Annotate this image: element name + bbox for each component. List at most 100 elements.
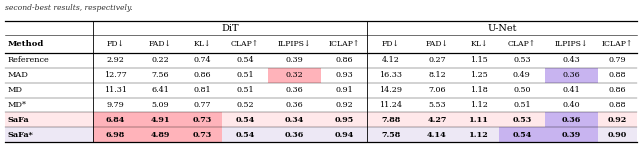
Text: ICLAP↑: ICLAP↑	[328, 40, 360, 48]
Text: 0.34: 0.34	[285, 116, 304, 124]
Text: 0.52: 0.52	[236, 101, 253, 109]
Text: 12.77: 12.77	[104, 71, 127, 79]
Bar	[183, 112, 222, 127]
Bar	[5, 127, 637, 142]
Text: 0.36: 0.36	[563, 71, 580, 79]
Text: Method: Method	[8, 40, 44, 48]
Text: 0.86: 0.86	[335, 56, 353, 64]
Text: 6.41: 6.41	[151, 86, 169, 94]
Text: 0.32: 0.32	[285, 71, 303, 79]
Text: 4.89: 4.89	[150, 131, 170, 139]
Text: 16.33: 16.33	[380, 71, 402, 79]
Text: 0.81: 0.81	[193, 86, 211, 94]
Text: 1.11: 1.11	[469, 116, 489, 124]
Text: MD*: MD*	[8, 101, 27, 109]
Text: 0.53: 0.53	[512, 116, 531, 124]
Text: 1.12: 1.12	[469, 131, 489, 139]
Text: DiT: DiT	[221, 24, 239, 33]
Text: 0.54: 0.54	[236, 131, 255, 139]
Text: 1.25: 1.25	[470, 71, 488, 79]
Text: 0.43: 0.43	[563, 56, 580, 64]
Text: 7.06: 7.06	[428, 86, 446, 94]
Text: 0.54: 0.54	[512, 131, 532, 139]
Text: 0.92: 0.92	[608, 116, 627, 124]
Text: Reference: Reference	[8, 56, 49, 64]
Text: 14.29: 14.29	[380, 86, 402, 94]
Text: 0.51: 0.51	[513, 101, 531, 109]
Text: CLAP↑: CLAP↑	[231, 40, 259, 48]
Text: 6.98: 6.98	[106, 131, 125, 139]
Bar	[93, 127, 138, 142]
Text: 0.54: 0.54	[236, 116, 255, 124]
Text: 7.56: 7.56	[151, 71, 169, 79]
Text: 0.93: 0.93	[335, 71, 353, 79]
Text: 4.91: 4.91	[150, 116, 170, 124]
Text: 0.86: 0.86	[609, 86, 626, 94]
Text: 0.74: 0.74	[193, 56, 211, 64]
Text: 0.22: 0.22	[151, 56, 169, 64]
Bar	[93, 112, 138, 127]
Text: 7.88: 7.88	[381, 116, 401, 124]
Text: 0.50: 0.50	[513, 86, 531, 94]
Bar	[183, 127, 222, 142]
Text: KL↓: KL↓	[470, 40, 488, 48]
Text: 0.39: 0.39	[562, 131, 581, 139]
Text: 0.54: 0.54	[236, 56, 253, 64]
Text: 2.92: 2.92	[106, 56, 124, 64]
Text: FAD↓: FAD↓	[148, 40, 172, 48]
Text: 0.73: 0.73	[193, 116, 212, 124]
Text: 0.90: 0.90	[608, 131, 627, 139]
Bar	[545, 68, 598, 83]
Text: 0.36: 0.36	[285, 101, 303, 109]
Text: 5.09: 5.09	[151, 101, 169, 109]
Text: 0.36: 0.36	[562, 116, 581, 124]
Text: FD↓: FD↓	[381, 40, 400, 48]
Text: KL↓: KL↓	[193, 40, 211, 48]
Text: 11.31: 11.31	[104, 86, 127, 94]
Text: 0.27: 0.27	[428, 56, 446, 64]
Bar	[499, 127, 545, 142]
Bar	[138, 112, 183, 127]
Text: ICLAP↑: ICLAP↑	[602, 40, 633, 48]
Text: 0.39: 0.39	[285, 56, 303, 64]
Text: 0.88: 0.88	[609, 71, 626, 79]
Text: 6.84: 6.84	[106, 116, 125, 124]
Text: 0.77: 0.77	[193, 101, 211, 109]
Text: 4.14: 4.14	[427, 131, 447, 139]
Text: second-best results, respectively.: second-best results, respectively.	[5, 4, 132, 12]
Text: 0.92: 0.92	[335, 101, 353, 109]
Text: 0.36: 0.36	[285, 131, 304, 139]
Text: 0.91: 0.91	[335, 86, 353, 94]
Text: 8.12: 8.12	[428, 71, 446, 79]
Text: 1.15: 1.15	[470, 56, 488, 64]
Text: ILPIPS↓: ILPIPS↓	[555, 40, 588, 48]
Text: 5.53: 5.53	[428, 101, 446, 109]
Text: 0.94: 0.94	[335, 131, 354, 139]
Text: 1.18: 1.18	[470, 86, 488, 94]
Text: 0.51: 0.51	[236, 86, 253, 94]
Text: MAD: MAD	[8, 71, 29, 79]
Text: U-Net: U-Net	[487, 24, 516, 33]
Text: 0.41: 0.41	[563, 86, 580, 94]
Text: ILPIPS↓: ILPIPS↓	[278, 40, 311, 48]
Text: MD: MD	[8, 86, 22, 94]
Text: 9.79: 9.79	[106, 101, 124, 109]
Text: 0.51: 0.51	[236, 71, 253, 79]
Text: 0.95: 0.95	[335, 116, 354, 124]
Text: 0.79: 0.79	[609, 56, 626, 64]
Text: 11.24: 11.24	[380, 101, 402, 109]
Bar	[268, 68, 321, 83]
Text: 0.36: 0.36	[285, 86, 303, 94]
Text: FAD↓: FAD↓	[426, 40, 449, 48]
Text: SaFa: SaFa	[8, 116, 29, 124]
Bar	[545, 127, 598, 142]
Text: 0.86: 0.86	[193, 71, 211, 79]
Text: 0.40: 0.40	[563, 101, 580, 109]
Text: 0.53: 0.53	[513, 56, 531, 64]
Text: 0.88: 0.88	[609, 101, 626, 109]
Text: 7.58: 7.58	[381, 131, 401, 139]
Text: 0.49: 0.49	[513, 71, 531, 79]
Text: SaFa*: SaFa*	[8, 131, 33, 139]
Text: CLAP↑: CLAP↑	[508, 40, 536, 48]
Text: 4.12: 4.12	[382, 56, 399, 64]
